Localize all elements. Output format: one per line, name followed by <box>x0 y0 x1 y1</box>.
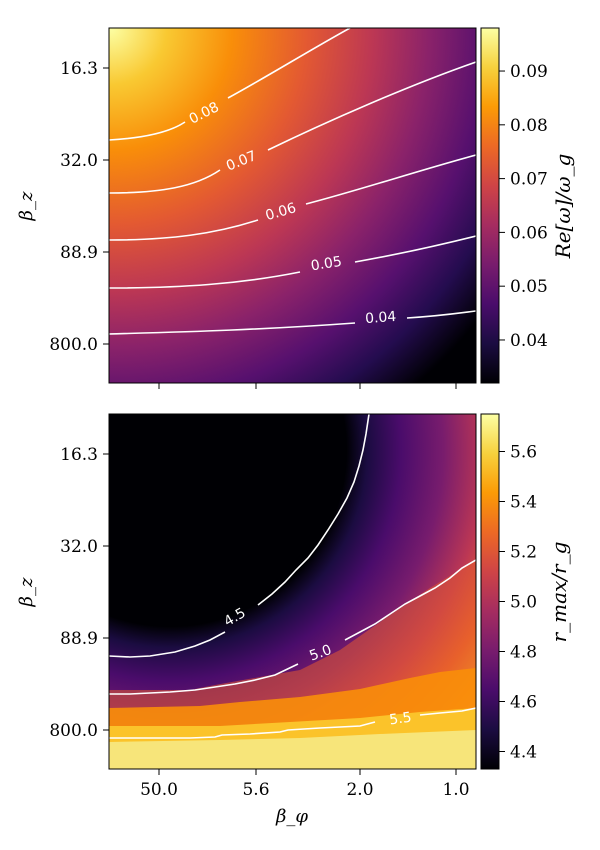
colorbar-2: 4.4 4.6 4.8 5.0 5.2 5.4 5.6 r_max/r_g <box>480 413 571 770</box>
contour-line-0.05 <box>109 235 476 289</box>
y-tick-label: 88.9 <box>60 629 98 649</box>
colorbar-2-bar <box>480 413 500 770</box>
colorbar-tick-label: 4.8 <box>510 643 537 663</box>
x-ticks-1 <box>158 383 457 389</box>
y-tick-label: 800.0 <box>49 335 98 355</box>
colorbar-tick-label: 5.4 <box>510 493 537 513</box>
y-tick-label: 16.3 <box>60 59 98 79</box>
colorbar-tick-label: 0.05 <box>510 277 548 297</box>
contour-line-5.0 <box>109 559 476 695</box>
x-ticks-2: 50.0 5.6 2.0 1.0 <box>140 769 470 800</box>
heatmap-2-bands <box>109 560 476 769</box>
colorbar-tick-label: 0.07 <box>510 170 548 190</box>
colorbar-2-label: r_max/r_g <box>547 542 571 643</box>
contour-line-0.06 <box>109 154 476 241</box>
contour-line-5.5 <box>109 707 476 739</box>
heatmap-1 <box>109 28 476 383</box>
colorbar-2-ticks: 4.4 4.6 4.8 5.0 5.2 5.4 5.6 <box>499 443 537 763</box>
y-ticks-2: 16.3 32.0 88.9 800.0 <box>49 445 109 741</box>
y-tick-label: 88.9 <box>60 243 98 263</box>
contour-labels-2: 4.5 5.0 5.5 <box>221 605 412 728</box>
band <box>109 730 476 769</box>
contours-1 <box>109 28 476 335</box>
contour-label: 5.0 <box>307 642 333 665</box>
y-tick-label: 32.0 <box>60 151 98 171</box>
y-tick-label: 16.3 <box>60 445 98 465</box>
colorbar-1: 0.04 0.05 0.06 0.07 0.08 0.09 Re[ω]/ω_g <box>480 27 575 384</box>
axes-frame-2 <box>108 413 477 770</box>
x-tick-label: 50.0 <box>140 780 178 800</box>
colorbar-1-label: Re[ω]/ω_g <box>551 154 575 260</box>
x-tick-label: 1.0 <box>442 780 469 800</box>
x-tick-label: 5.6 <box>242 780 269 800</box>
panel-bottom: 4.5 5.0 5.5 16.3 32.0 88.9 800.0 50.0 5.… <box>16 413 571 827</box>
colorbar-tick-label: 4.6 <box>510 693 537 713</box>
colorbar-tick-label: 0.08 <box>510 116 548 136</box>
x-tick-label: 2.0 <box>346 780 373 800</box>
y-axis-label-2: β_z <box>16 577 37 607</box>
y-tick-label: 800.0 <box>49 721 98 741</box>
contours-2 <box>109 414 476 739</box>
contour-label: 5.5 <box>388 710 412 729</box>
y-ticks-1: 16.3 32.0 88.9 800.0 <box>49 59 109 355</box>
colorbar-tick-label: 5.0 <box>510 593 537 613</box>
panel-top: 0.04 0.05 0.06 0.07 0.08 16.3 32.0 88.9 … <box>16 27 575 389</box>
contour-line-4.5 <box>109 414 370 658</box>
colorbar-tick-label: 5.6 <box>510 443 537 463</box>
axes-frame-1 <box>108 27 477 384</box>
y-tick-label: 32.0 <box>60 537 98 557</box>
contour-line-0.04 <box>109 310 476 335</box>
colorbar-1-bar <box>480 27 500 384</box>
colorbar-tick-label: 4.4 <box>510 743 537 763</box>
contour-label: 0.04 <box>365 309 397 327</box>
y-axis-label-1: β_z <box>16 191 37 221</box>
contour-line-0.07 <box>109 61 476 194</box>
colorbar-1-ticks: 0.04 0.05 0.06 0.07 0.08 0.09 <box>499 62 548 351</box>
contour-line-0.08 <box>109 28 351 141</box>
contour-label: 0.05 <box>310 254 343 275</box>
colorbar-tick-label: 5.2 <box>510 543 537 563</box>
colorbar-tick-label: 0.09 <box>510 62 548 82</box>
x-axis-label: β_φ <box>275 806 308 827</box>
colorbar-tick-label: 0.04 <box>510 331 548 351</box>
colorbar-tick-label: 0.06 <box>510 223 548 243</box>
